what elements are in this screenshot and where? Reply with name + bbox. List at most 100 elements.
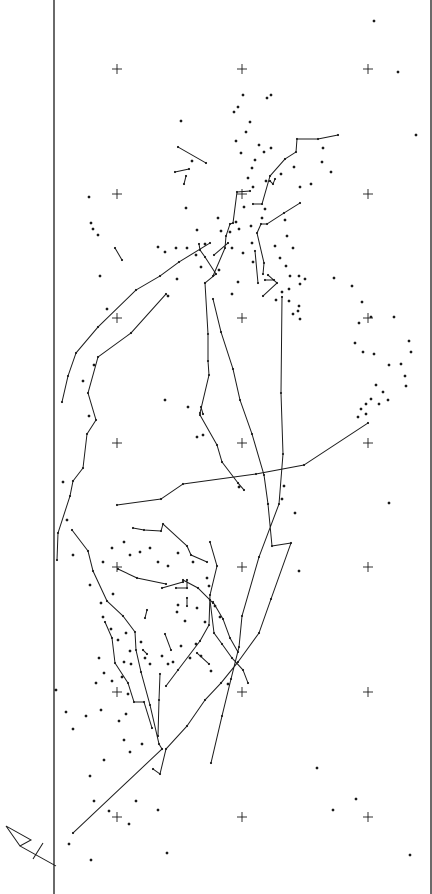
track-vertex xyxy=(203,281,207,285)
data-point xyxy=(201,433,205,437)
data-point xyxy=(124,712,128,716)
track-vertex xyxy=(257,555,261,559)
track-vertex xyxy=(158,772,162,776)
track-vertex xyxy=(177,260,181,264)
track-vertex xyxy=(163,632,167,636)
track-vertex xyxy=(157,698,161,702)
track-vertex xyxy=(160,747,164,751)
track-vertex xyxy=(212,631,216,635)
track-vertex xyxy=(96,325,100,329)
data-point xyxy=(107,809,111,813)
track-vertex xyxy=(157,742,161,746)
grid-plus-marker xyxy=(237,812,247,822)
data-point xyxy=(126,692,130,696)
track-vertex xyxy=(229,677,233,681)
track-vertex xyxy=(255,231,259,235)
data-point xyxy=(320,160,324,164)
grid-markers xyxy=(112,64,373,822)
track-vertex xyxy=(224,234,228,238)
track-vertex xyxy=(185,724,189,728)
data-point xyxy=(99,708,103,712)
track-vertex xyxy=(133,630,137,634)
data-point xyxy=(251,260,255,264)
data-point xyxy=(298,282,302,286)
data-point xyxy=(269,146,273,150)
track-vertex xyxy=(199,405,203,409)
track-vertex xyxy=(74,351,78,355)
data-point xyxy=(110,679,114,683)
data-point xyxy=(241,93,245,97)
data-point xyxy=(171,660,175,664)
track-line xyxy=(152,503,292,775)
track-vertex xyxy=(120,258,124,262)
data-point xyxy=(216,216,220,220)
data-point xyxy=(354,797,358,801)
track-vertex xyxy=(220,460,224,464)
track-vertex xyxy=(184,174,188,178)
grid-plus-marker xyxy=(237,189,247,199)
data-point xyxy=(274,298,278,302)
data-point xyxy=(101,560,105,564)
data-point xyxy=(111,592,115,596)
track-vertex xyxy=(164,747,168,751)
data-point xyxy=(176,551,180,555)
data-point xyxy=(359,407,363,411)
data-point xyxy=(369,397,373,401)
data-point xyxy=(122,540,126,544)
track-vertex xyxy=(185,604,189,608)
track-vertex xyxy=(115,503,119,507)
grid-plus-marker xyxy=(363,438,373,448)
grid-plus-marker xyxy=(112,687,122,697)
track-vertex xyxy=(198,411,202,415)
track-vertex xyxy=(295,137,299,141)
track-vertex xyxy=(266,502,270,506)
track-vertex xyxy=(176,668,180,672)
track-vertex xyxy=(207,373,211,377)
track-line xyxy=(116,422,369,506)
data-point xyxy=(156,560,160,564)
data-point xyxy=(236,280,240,284)
data-point xyxy=(188,656,192,660)
track-vertex xyxy=(277,502,281,506)
track-vertex xyxy=(158,274,162,278)
track-vertex xyxy=(236,650,240,654)
grid-plus-marker xyxy=(112,562,122,572)
track-vertex xyxy=(174,586,178,590)
track-vertex xyxy=(266,273,270,277)
data-point xyxy=(329,170,333,174)
data-point xyxy=(372,352,376,356)
data-point xyxy=(122,738,126,742)
data-point xyxy=(408,853,412,857)
data-point xyxy=(283,218,287,222)
data-point xyxy=(237,227,241,231)
track-vertex xyxy=(110,636,114,640)
track-line xyxy=(200,406,204,415)
data-point xyxy=(163,398,167,402)
data-point xyxy=(163,250,167,254)
track-vertex xyxy=(96,355,100,359)
data-point xyxy=(296,309,300,313)
data-point xyxy=(309,182,313,186)
data-point xyxy=(165,851,169,855)
track-vertex xyxy=(143,616,147,620)
track-vertex xyxy=(281,452,285,456)
track-vertex xyxy=(283,157,287,161)
data-point xyxy=(396,70,400,74)
track-vertex xyxy=(196,586,200,590)
track-vertex xyxy=(207,662,211,666)
data-point xyxy=(297,569,301,573)
data-point xyxy=(91,227,95,231)
data-point xyxy=(209,669,213,673)
data-point xyxy=(101,615,105,619)
track-line xyxy=(114,247,123,261)
data-point xyxy=(102,758,106,762)
track-line xyxy=(177,146,207,164)
data-point xyxy=(218,615,222,619)
data-point xyxy=(97,656,101,660)
data-point xyxy=(194,253,198,257)
track-line xyxy=(56,293,167,561)
data-point xyxy=(65,518,69,522)
track-vertex xyxy=(60,400,64,404)
data-point xyxy=(143,656,147,660)
